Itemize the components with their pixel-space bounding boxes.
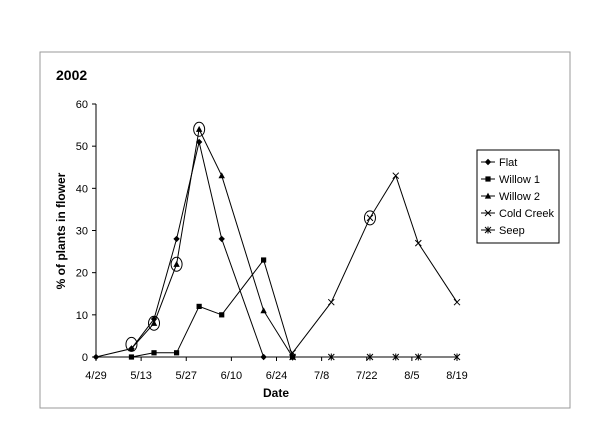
legend-label-cold-creek: Cold Creek [499, 208, 555, 220]
data-point-willow-2 [150, 319, 158, 326]
x-tick-label: 6/24 [266, 370, 287, 382]
data-point-flat [150, 315, 158, 323]
x-tick-label: 5/27 [176, 370, 197, 382]
series-line-cold-creek [292, 174, 458, 354]
data-point-cold-creek [327, 298, 335, 306]
legend-label-flat: Flat [499, 157, 517, 169]
circled-point-annotation [193, 121, 206, 137]
data-point-willow-2 [128, 345, 135, 352]
legend-label-seep: Seep [499, 225, 525, 237]
circled-point-annotation [363, 210, 376, 226]
series-markers [92, 125, 461, 361]
legend-marker-seep [484, 226, 492, 234]
circled-point-annotation [125, 336, 138, 352]
axes: 0 10 20 30 40 50 60 4/29 5/13 5/27 6/10 6/24 7/8 7/22… [76, 99, 468, 382]
x-axis-label: Date [263, 386, 289, 400]
data-point-cold-creek [366, 214, 374, 222]
data-point-willow-1 [151, 350, 157, 356]
legend-marker-cold-creek [484, 209, 492, 217]
data-point-seep [366, 353, 374, 361]
data-point-cold-creek [453, 298, 461, 306]
data-point-seep [414, 353, 422, 361]
legend-label-willow-1: Willow 1 [499, 174, 540, 186]
data-point-cold-creek [392, 172, 400, 180]
legend-marker-willow-2 [484, 192, 492, 199]
data-point-flat [195, 138, 203, 146]
data-point-flat [173, 235, 180, 243]
data-point-flat [260, 353, 267, 361]
data-point-seep [327, 353, 335, 361]
y-tick-label: 60 [76, 99, 88, 111]
circled-annotations [125, 121, 376, 352]
data-point-flat [92, 353, 100, 361]
y-tick-label: 10 [76, 310, 88, 322]
x-tick-label: 7/8 [314, 370, 329, 382]
data-point-flat [218, 235, 225, 243]
x-tick-label: 7/22 [356, 370, 377, 382]
y-axis-label: % of plants in flower [54, 172, 68, 289]
legend: Flat Willow 1 Willow 2 Cold Creek Seep [476, 149, 560, 244]
x-tick-label: 8/19 [446, 370, 467, 382]
y-tick-label: 0 [82, 352, 88, 364]
legend-label-willow-2: Willow 2 [499, 191, 540, 203]
x-tick-label: 8/5 [404, 370, 419, 382]
legend-marker-willow-1 [485, 176, 491, 182]
data-point-willow-1 [196, 303, 202, 309]
y-tick-label: 40 [76, 183, 88, 195]
data-point-seep [289, 353, 296, 361]
y-tick-label: 20 [76, 268, 88, 280]
circled-point-annotation [170, 256, 183, 272]
data-point-willow-2 [195, 125, 203, 132]
data-point-willow-1 [261, 257, 267, 263]
y-tick-label: 50 [76, 141, 88, 153]
data-point-seep [453, 353, 461, 361]
data-point-seep [392, 353, 400, 361]
data-point-willow-2 [218, 172, 225, 179]
data-point-willow-1 [128, 354, 135, 360]
data-point-willow-1 [219, 312, 225, 318]
data-point-cold-creek [414, 239, 422, 247]
y-tick-label: 30 [76, 226, 88, 238]
data-point-willow-2 [173, 260, 180, 267]
x-tick-label: 5/13 [130, 370, 151, 382]
circled-point-annotation [148, 315, 161, 331]
legend-marker-flat [484, 158, 492, 166]
data-point-willow-1 [173, 350, 180, 356]
x-tick-label: 6/10 [221, 370, 242, 382]
data-point-willow-2 [260, 307, 267, 314]
chart-title: 2002 [56, 67, 87, 83]
x-tick-label: 4/29 [85, 370, 106, 382]
